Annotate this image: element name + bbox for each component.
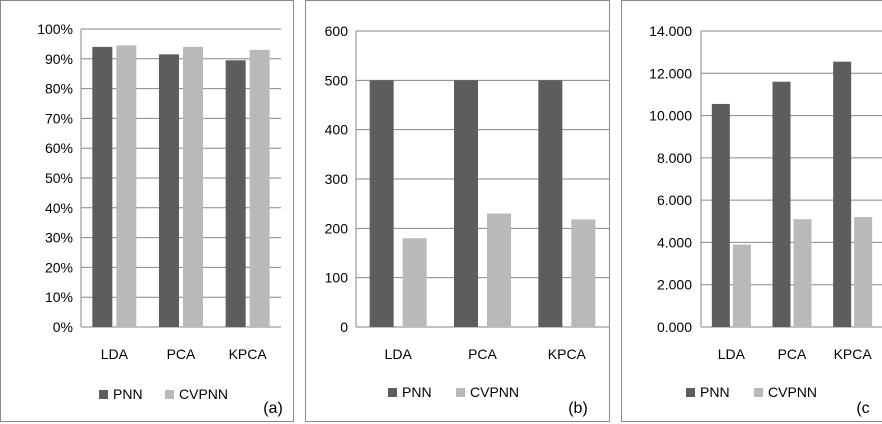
y-tick-label: 0% [53,319,73,335]
bar-pnn-lda [369,80,394,327]
chart-c-svg: 0.000 2.000 4.000 6.000 8.000 10.000 12.000 14.… [649,23,882,417]
legend-label: PNN [113,386,143,402]
x-category-label: KPCA [834,346,873,362]
legend-label: PNN [402,384,432,400]
chart-a-svg: 0% 10% 20% 30% 40% 50% 60% 70% 80% 90% 100% LDA PCA K… [37,21,283,417]
bar-cvpnn-kpca [854,217,873,327]
legend-swatch-cvpnn [456,388,465,397]
bar-pnn-pca [454,80,478,327]
x-category-label: LDA [101,346,129,362]
panel-label: (b) [568,400,588,417]
y-tick-label: 10.000 [649,108,692,124]
bar-cvpnn-lda [732,244,751,327]
bar-pnn-lda [711,103,730,327]
bar-cvpnn-lda [116,45,137,327]
chart-panel-a: 0% 10% 20% 30% 40% 50% 60% 70% 80% 90% 100% LDA PCA K… [0,0,294,422]
bar-cvpnn-kpca [249,49,270,328]
chart-panel-b: 0 100 200 300 400 500 600 LDA PCA KPCA PNN CVPNN (b) [305,0,610,422]
bar-cvpnn-kpca [571,219,596,327]
chart-panel-c: 0.000 2.000 4.000 6.000 8.000 10.000 12.000 14.… [621,0,882,422]
bar-pnn-pca [772,81,791,327]
y-tick-label: 14.000 [649,23,692,39]
y-tick-label: 100% [37,21,73,37]
y-tick-label: 500 [325,72,349,88]
x-category-label: KPCA [548,346,587,362]
y-tick-label: 0 [340,319,348,335]
legend-swatch-pnn [686,388,695,397]
legend-swatch-cvpnn [754,388,763,397]
x-category-label: PCA [778,346,807,362]
bar-pnn-pca [159,54,179,328]
legend-swatch-pnn [99,390,108,399]
legend-label: CVPNN [470,384,519,400]
y-tick-label: 80% [45,81,73,97]
bar-pnn-kpca [538,80,563,327]
x-category-label: LDA [718,346,746,362]
bar-cvpnn-pca [793,219,812,327]
bar-cvpnn-lda [402,238,427,327]
y-tick-label: 300 [325,171,349,187]
y-tick-label: 4.000 [657,234,692,250]
y-tick-label: 12.000 [649,65,692,81]
y-tick-label: 30% [45,230,73,246]
y-tick-label: 90% [45,51,73,67]
bar-pnn-kpca [833,61,852,328]
legend-swatch-pnn [388,388,397,397]
legend-swatch-cvpnn [165,390,174,399]
bar-cvpnn-pca [183,46,203,327]
y-tick-label: 0.000 [657,319,692,335]
chart-b-svg: 0 100 200 300 400 500 600 LDA PCA KPCA PNN CVPNN (b) [325,23,609,417]
y-tick-label: 2.000 [657,277,692,293]
x-category-label: PCA [468,346,497,362]
x-category-label: LDA [385,346,413,362]
legend-label: CVPNN [768,384,817,400]
y-tick-label: 20% [45,259,73,275]
y-tick-label: 60% [45,140,73,156]
y-tick-label: 6.000 [657,192,692,208]
x-category-label: PCA [167,346,196,362]
x-category-label: KPCA [229,346,268,362]
y-tick-label: 600 [325,23,349,39]
y-tick-label: 40% [45,200,73,216]
panel-label: (a) [263,400,283,417]
bar-cvpnn-pca [487,213,511,327]
y-tick-label: 10% [45,289,73,305]
y-tick-label: 400 [325,122,349,138]
y-tick-label: 8.000 [657,150,692,166]
y-tick-label: 70% [45,110,73,126]
bar-pnn-kpca [225,60,246,327]
y-tick-label: 200 [325,220,349,236]
legend-label: CVPNN [179,386,228,402]
legend-label: PNN [700,384,730,400]
bar-pnn-lda [92,46,113,327]
panel-label: (c [856,400,869,417]
y-tick-label: 50% [45,170,73,186]
y-tick-label: 100 [325,270,349,286]
